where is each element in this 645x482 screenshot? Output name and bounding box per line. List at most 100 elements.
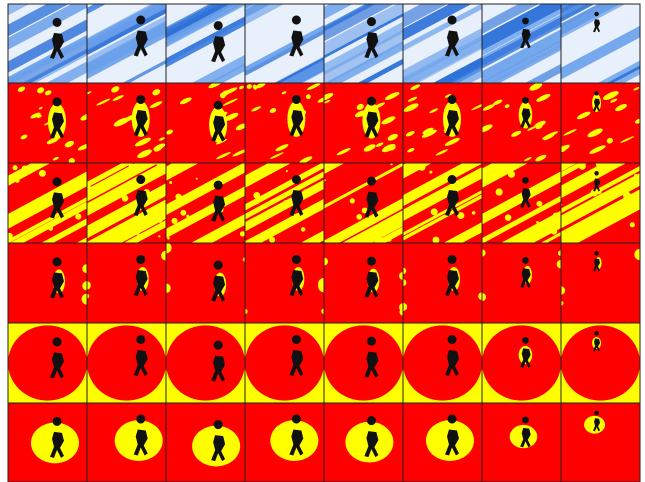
segment-patch: [171, 218, 177, 224]
image-cell: [482, 403, 561, 482]
segment-patch: [356, 214, 362, 220]
segment-patch: [22, 165, 28, 171]
image-cell: [561, 323, 640, 403]
segmentation-background: [482, 243, 561, 323]
segment-region: [87, 325, 166, 400]
image-cell: [83, 243, 171, 323]
image-cell: [166, 323, 245, 403]
segment-patch: [608, 217, 614, 223]
segment-patch: [48, 226, 53, 231]
segment-patch: [157, 217, 162, 222]
segment-patch: [169, 181, 172, 184]
image-cell: [320, 243, 407, 323]
segment-patch: [269, 237, 275, 243]
segment-patch: [180, 210, 186, 216]
segment-patch: [303, 189, 308, 194]
segment-patch: [411, 208, 414, 211]
image-cell: [324, 403, 403, 482]
image-cell: [561, 403, 640, 482]
segment-patch: [553, 213, 560, 220]
segment-patch: [253, 192, 260, 199]
segment-patch: [623, 192, 631, 200]
segment-region: [166, 325, 245, 400]
segment-patch: [472, 211, 476, 215]
segmentation-background: [561, 83, 640, 163]
segmentation-background: [561, 243, 640, 323]
segmentation-background: [403, 243, 482, 323]
image-cell: [557, 243, 645, 323]
page: (() => { const data = JSON.parse(documen…: [0, 0, 645, 482]
image-cell: [245, 403, 324, 482]
image-cell: [399, 243, 486, 323]
image-cell: [482, 323, 561, 403]
segment-patch: [630, 222, 635, 227]
image-cell: [165, 79, 248, 163]
segment-patch: [137, 233, 140, 236]
segmentation-background: [166, 83, 245, 163]
image-cell: [8, 323, 87, 403]
image-cell: [553, 83, 643, 163]
image-cell: [87, 403, 166, 482]
segment-region: [324, 325, 403, 400]
segment-patch: [386, 235, 392, 241]
segment-patch: [256, 201, 259, 204]
segment-patch: [505, 214, 512, 221]
segment-patch: [431, 208, 438, 215]
segment-patch: [6, 233, 12, 239]
segment-patch: [71, 182, 77, 188]
segment-patch: [175, 194, 181, 200]
segment-patch: [122, 195, 129, 202]
segment-region: [245, 325, 324, 400]
segment-patch: [634, 174, 637, 177]
segment-region: [403, 325, 482, 400]
image-cell: [245, 323, 324, 403]
segment-patch: [536, 201, 542, 207]
segment-patch: [585, 231, 591, 237]
segmentation-background: [245, 243, 324, 323]
segment-patch: [15, 179, 19, 183]
image-cell: [160, 242, 247, 323]
segmentation-background: [166, 243, 245, 323]
segmentation-background: [8, 243, 87, 323]
segment-patch: [12, 165, 17, 170]
segment-patch: [350, 198, 355, 203]
segment-patch: [486, 168, 491, 173]
image-cell: [82, 83, 166, 163]
segment-patch: [283, 200, 287, 204]
figure-grid: [0, 0, 645, 482]
segment-patch: [579, 163, 586, 170]
segment-patch: [362, 219, 366, 223]
segment-patch: [496, 188, 503, 195]
segment-patch: [418, 163, 426, 171]
image-cell: [478, 243, 565, 323]
segment-patch: [158, 235, 160, 237]
image-cell: [403, 323, 482, 403]
segment-patch: [550, 220, 553, 223]
segmentation-background: [324, 243, 403, 323]
segment-patch: [429, 171, 432, 174]
segmentation-background: [87, 243, 166, 323]
segmentation-background: [245, 83, 324, 163]
segment-region: [482, 325, 561, 400]
segment-patch: [186, 215, 189, 218]
segment-patch: [167, 237, 170, 240]
segment-patch: [143, 216, 149, 222]
segment-patch: [286, 170, 288, 172]
segment-patch: [196, 178, 198, 180]
segment-patch: [301, 227, 305, 231]
image-cell: [403, 403, 482, 482]
segment-patch: [422, 201, 427, 206]
image-cell: [478, 81, 561, 163]
image-cell: [8, 403, 87, 482]
segment-region: [561, 325, 640, 400]
segment-patch: [75, 214, 81, 220]
segment-patch: [39, 170, 46, 177]
image-cell: [403, 83, 488, 163]
segment-patch: [432, 237, 439, 244]
segment-patch: [536, 221, 539, 224]
image-cell: [87, 323, 166, 403]
segment-patch: [508, 171, 515, 178]
image-cell: [8, 243, 92, 323]
segment-region: [8, 325, 87, 400]
image-cell: [319, 83, 403, 163]
